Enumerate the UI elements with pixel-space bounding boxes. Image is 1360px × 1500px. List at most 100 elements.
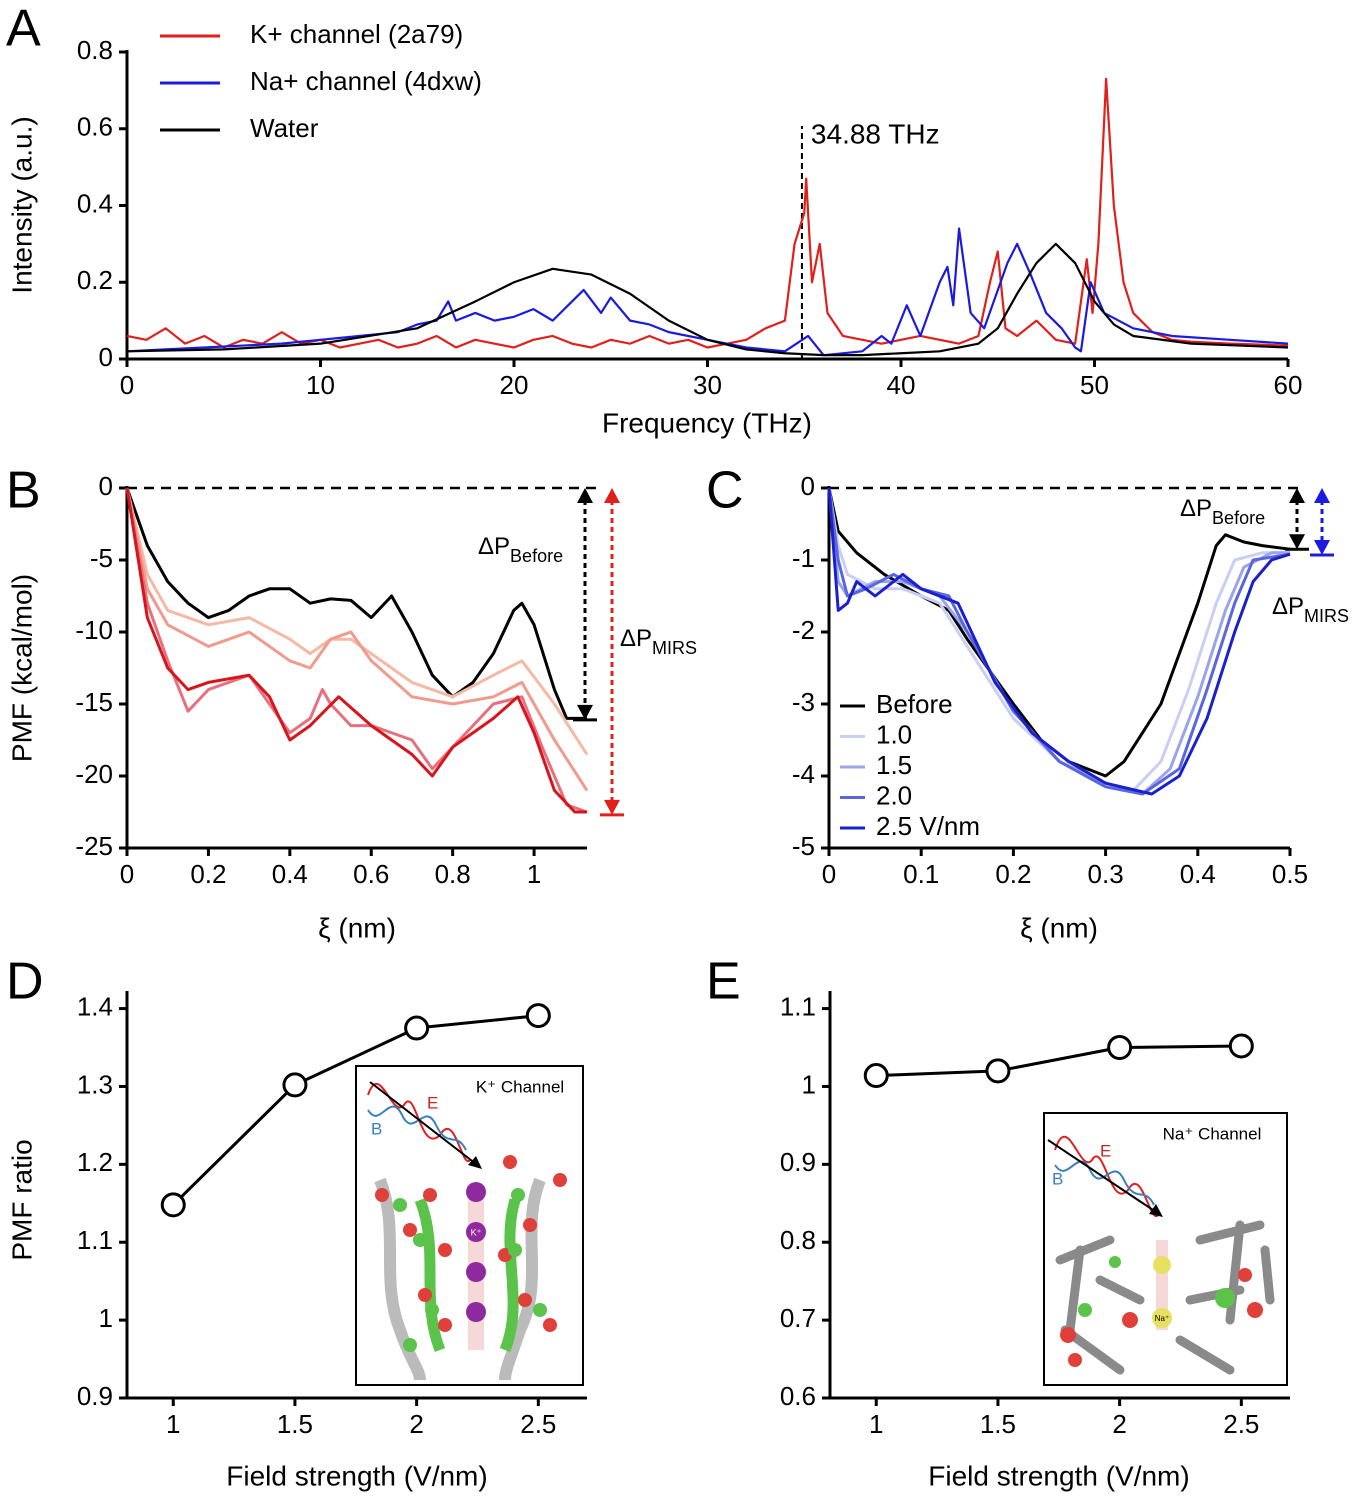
x-tick-label: 0 <box>120 859 134 889</box>
inset-k-channel: K⁺ Channel E B K⁺ <box>355 1065 584 1386</box>
y-tick-label: -4 <box>792 759 815 789</box>
oxygen-atoms <box>1060 1268 1263 1367</box>
panel: Cξ (nm) 0 0.1 0.2 0.3 0.4 0.5 0 -1 -2 -3 -4 -5 Before… <box>706 462 1349 944</box>
x-tick-label: 1.5 <box>980 1409 1016 1439</box>
wave-arrow <box>1047 1139 1157 1213</box>
y-tick-label: -5 <box>90 543 113 573</box>
panel: A Frequency (THz) Intensity (a.u.) 0 10 20 30 4… <box>6 0 1302 438</box>
x-tick-label: 1 <box>166 1409 180 1439</box>
x-tick-label: 0.2 <box>190 859 226 889</box>
y-tick-label: 0.9 <box>780 1147 816 1177</box>
ions <box>466 1182 486 1322</box>
e-label: E <box>1100 1141 1111 1160</box>
x-tick-label: 1 <box>527 859 541 889</box>
b-wave <box>1054 1160 1155 1206</box>
delta-subscript: Before <box>510 546 563 566</box>
y-tick-label: -15 <box>75 687 113 717</box>
point <box>1107 1035 1133 1061</box>
point <box>525 1003 551 1029</box>
x-tick-label: 0.4 <box>1180 859 1216 889</box>
legend-label: 1.0 <box>876 719 912 749</box>
x-tick-label: 0.5 <box>1272 859 1308 889</box>
delta-symbol: ΔP <box>1180 495 1212 522</box>
legend-label: K+ channel (2a79) <box>250 19 463 49</box>
x-tick-label: 1 <box>869 1409 883 1439</box>
panel-label: A <box>6 0 41 58</box>
x-tick-label: 1.5 <box>277 1409 313 1439</box>
panel-label: C <box>706 462 744 520</box>
panel-label: E <box>706 953 741 1011</box>
carbon-atoms <box>1078 1256 1235 1317</box>
marker-label: 34.88 THz <box>811 118 940 149</box>
panel-label: B <box>6 462 41 520</box>
x-tick-label: 0.2 <box>995 859 1031 889</box>
arrow-head <box>1289 534 1305 550</box>
legend-label: 2.5 V/nm <box>876 811 980 841</box>
e-label: E <box>427 1093 438 1112</box>
arrow-head <box>577 704 593 720</box>
x-tick-label: 0.4 <box>272 859 308 889</box>
y-tick-label: 1 <box>802 1069 816 1099</box>
x-tick-label: 2 <box>409 1409 423 1439</box>
y-tick-label: -5 <box>792 831 815 861</box>
x-axis-label: ξ (nm) <box>318 912 396 943</box>
y-tick-label: 1.4 <box>77 991 113 1021</box>
legend-label: Water <box>250 113 319 143</box>
series-line <box>827 487 1291 796</box>
arrow-head <box>604 488 620 503</box>
x-tick-label: 2.5 <box>520 1409 556 1439</box>
delta-label: ΔPBefore <box>1180 495 1265 527</box>
point <box>1228 1033 1254 1059</box>
series-line <box>125 487 587 814</box>
y-axis-label: Intensity (a.u.) <box>6 116 37 293</box>
delta-label: ΔPBefore <box>478 533 563 565</box>
x-axis-label: Field strength (V/nm) <box>226 1460 487 1491</box>
point <box>985 1058 1011 1084</box>
x-tick-label: 20 <box>500 370 529 400</box>
legend-label: Na+ channel (4dxw) <box>250 66 482 96</box>
inset-title: K⁺ Channel <box>476 1077 564 1096</box>
x-tick-label: 0 <box>120 370 134 400</box>
delta-label: ΔPMIRS <box>1272 593 1349 625</box>
delta-label: ΔPMIRS <box>620 625 697 657</box>
delta-subscript: Before <box>1212 508 1265 528</box>
x-tick-label: 0.3 <box>1088 859 1124 889</box>
series-line <box>876 1044 1242 1078</box>
y-tick-label: 0.8 <box>77 35 113 65</box>
delta-subscript: MIRS <box>652 638 697 658</box>
y-tick-label: -25 <box>75 831 113 861</box>
x-axis-label: Frequency (THz) <box>602 407 812 438</box>
point <box>404 1015 430 1041</box>
delta-symbol: ΔP <box>1272 593 1304 620</box>
x-tick-label: 30 <box>693 370 722 400</box>
b-label: B <box>1052 1169 1063 1188</box>
ion <box>1152 1308 1172 1328</box>
point <box>282 1072 308 1098</box>
x-tick-label: 0 <box>822 859 836 889</box>
point <box>863 1063 889 1089</box>
x-tick-label: 2 <box>1112 1409 1126 1439</box>
y-tick-label: -2 <box>792 615 815 645</box>
panel-label: D <box>6 953 44 1011</box>
y-axis-label: PMF ratio <box>6 1139 37 1260</box>
y-tick-label: 0.4 <box>77 188 113 218</box>
y-tick-label: 0.6 <box>77 112 113 142</box>
series-line <box>125 487 589 792</box>
y-tick-label: 0 <box>801 471 815 501</box>
residues <box>1055 1220 1275 1375</box>
series-line <box>125 487 587 720</box>
y-tick-label: 0.9 <box>77 1381 113 1411</box>
inset-title: Na⁺ Channel <box>1163 1124 1262 1143</box>
x-axis-label: ξ (nm) <box>1020 912 1098 943</box>
delta-symbol: ΔP <box>620 625 652 652</box>
point <box>160 1192 186 1218</box>
y-tick-label: 0.6 <box>780 1381 816 1411</box>
arrow-head <box>577 488 593 503</box>
panel: Bξ (nm) PMF (kcal/mol) 0 0.2 0.4 0.6 0.8 1 0 -5 -1… <box>6 462 697 944</box>
x-tick-label: 60 <box>1274 370 1303 400</box>
legend-label: Before <box>876 689 953 719</box>
y-tick-label: 1.3 <box>77 1069 113 1099</box>
x-tick-label: 50 <box>1080 370 1109 400</box>
x-tick-label: 10 <box>306 370 335 400</box>
